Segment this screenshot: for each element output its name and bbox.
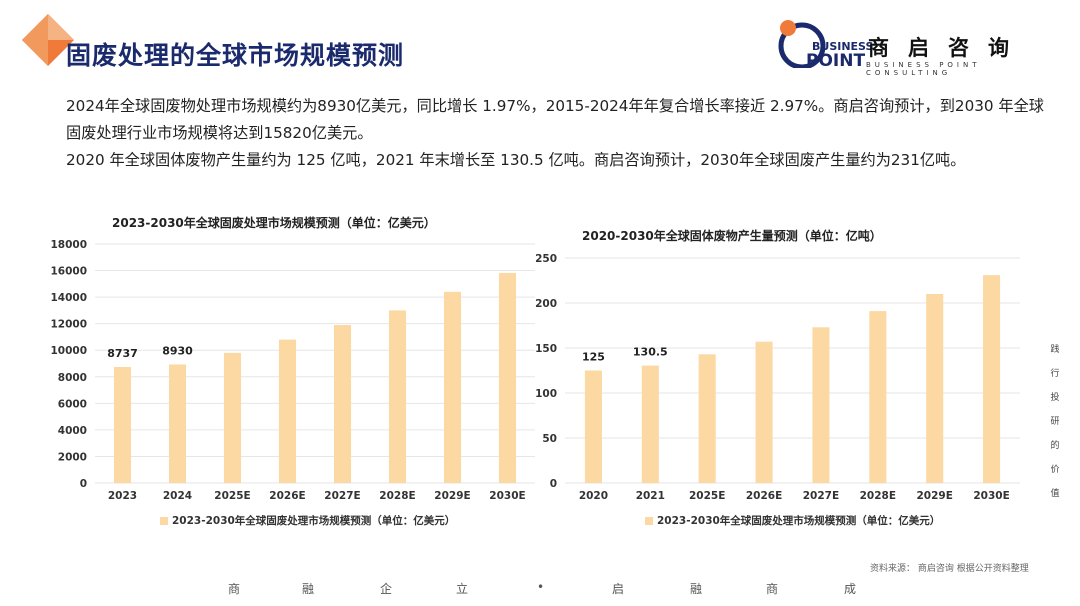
chart-1-bar (443, 291, 462, 483)
source-note: 资料来源： 商启咨询 根据公开资料整理 (870, 564, 1029, 574)
chart-1-data-label: 8737 (107, 347, 138, 360)
chart-2-xtick-label: 2030E (973, 490, 1009, 502)
chart-1-xtick-label: 2029E (434, 490, 470, 502)
chart-2-bar (926, 294, 944, 483)
chart-1-ytick-label: 18000 (50, 239, 87, 251)
chart-1-bar (333, 324, 352, 483)
chart-1-xtick-label: 2028E (379, 490, 415, 502)
footer-char-4: 立 (456, 582, 469, 596)
chart-2-ytick-label: 50 (542, 433, 557, 445)
chart-2-data-label: 130.5 (633, 346, 668, 359)
chart-2-bar (641, 365, 659, 483)
logo-mark-icon (778, 20, 826, 68)
chart-1-xtick-label: 2025E (214, 490, 250, 502)
chart-1-market-size: 0 2000 4000 6000 8000 10000 12000 14000 16000 180… (50, 239, 535, 502)
chart-2-data-label: 125 (582, 351, 605, 364)
chart-1-legend-label: 2023-2030年全球固废处理市场规模预测（单位：亿美元） (172, 515, 456, 527)
chart-1-ytick-label: 16000 (50, 266, 87, 278)
chart-1-bar (113, 366, 132, 483)
chart-1-bar (223, 352, 242, 483)
footer-char-2: 融 (302, 582, 315, 596)
chart-1-xtick-label: 2023 (108, 490, 137, 502)
chart-1-xtick-label: 2026E (269, 490, 305, 502)
chart-1-data-label: 8930 (162, 344, 193, 357)
chart-2-bar (698, 354, 716, 483)
logo-word-point: POINT (806, 51, 866, 71)
chart-2-bar (983, 275, 1001, 483)
chart-2-bar (869, 311, 887, 483)
chart-1-bar (168, 364, 187, 483)
chart-2-bar (584, 370, 602, 483)
chart-1-ytick-label: 12000 (50, 319, 87, 331)
footer-char-8: 成 (844, 582, 857, 596)
footer-char-6: 融 (690, 582, 703, 596)
chart-2-ytick-label: 250 (535, 253, 557, 265)
logo-word-business: BUSINESS (812, 40, 874, 53)
chart-1-bar (278, 339, 297, 483)
chart-2-xtick-label: 2028E (860, 490, 896, 502)
logo-chinese-name: 商启咨询 (868, 36, 1028, 60)
chart-2-ytick-label: 150 (535, 343, 557, 355)
corner-decoration (22, 14, 74, 66)
chart-2-xtick-label: 2029E (916, 490, 952, 502)
chart-1-ytick-label: 10000 (50, 345, 87, 357)
footer-char-7: 商 (766, 582, 779, 596)
footer-char-5: 启 (612, 582, 625, 596)
chart-2-xtick-label: 2021 (636, 490, 665, 502)
chart-1-ytick-label: 0 (80, 478, 87, 490)
chart-1-ytick-label: 4000 (58, 425, 87, 437)
intro-paragraph-2: 2020 年全球固体废物产生量约为 125 亿吨，2021 年末增长至 130.… (66, 151, 966, 169)
chart-1-ytick-label: 2000 (58, 451, 87, 463)
chart-1-bar (388, 310, 407, 483)
footer-char-3: 企 (380, 582, 393, 596)
chart-1-bar (498, 272, 517, 483)
chart-1-xtick-label: 2027E (324, 490, 360, 502)
chart-2-ytick-label: 100 (535, 388, 557, 400)
chart-2-bar (812, 327, 830, 483)
chart-2-title: 2020-2030年全球固体废物产生量预测（单位：亿吨） (582, 229, 882, 243)
legend-swatch (645, 517, 653, 525)
logo-tagline: BUSINESS POINT CONSULTING (866, 61, 981, 77)
chart-2-ytick-label: 0 (550, 478, 557, 490)
page-title: 固废处理的全球市场规模预测 (66, 41, 405, 70)
chart-1-ytick-label: 6000 (58, 398, 87, 410)
chart-1-legend: 2023-2030年全球固废处理市场规模预测（单位：亿美元） (160, 513, 455, 528)
chart-2-waste-output: 0 50 100 150 200 250 2020 125 2021 130.5 2025E 2026… (535, 253, 1020, 502)
footer-dot: • (537, 580, 545, 594)
chart-2-legend: 2023-2030年全球固废处理市场规模预测（单位：亿美元） (645, 513, 940, 528)
chart-2-xtick-label: 2025E (689, 490, 725, 502)
chart-1-xtick-label: 2030E (489, 490, 525, 502)
chart-2-xtick-label: 2027E (803, 490, 839, 502)
chart-2-xtick-label: 2026E (746, 490, 782, 502)
chart-1-ytick-label: 14000 (50, 292, 87, 304)
footer-char-1: 商 (228, 582, 241, 596)
chart-2-bar (755, 341, 773, 483)
intro-paragraph-1: 2024年全球固废物处理市场规模约为8930亿美元，同比增长 1.97%，201… (66, 97, 1044, 142)
intro-text: 2024年全球固废物处理市场规模约为8930亿美元，同比增长 1.97%，201… (66, 93, 1046, 174)
logo: BUSINESS POINT 商启咨询 BUSINESS POINT CONSU… (776, 14, 1066, 77)
chart-1-xtick-label: 2024 (163, 490, 192, 502)
side-slogan: 践行投研的价值 (1050, 345, 1060, 499)
legend-swatch (160, 517, 168, 525)
chart-2-legend-label: 2023-2030年全球固废处理市场规模预测（单位：亿美元） (657, 515, 941, 527)
chart-2-xtick-label: 2020 (579, 490, 608, 502)
chart-1-ytick-label: 8000 (58, 372, 87, 384)
chart-1-title: 2023-2030年全球固废处理市场规模预测（单位：亿美元） (112, 216, 436, 230)
chart-2-ytick-label: 200 (535, 298, 557, 310)
